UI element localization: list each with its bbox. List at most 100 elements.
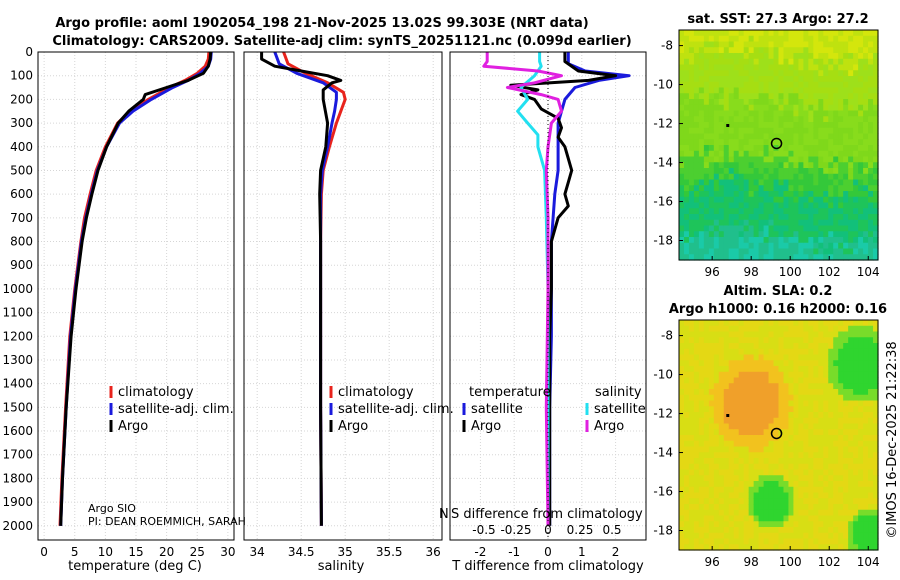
map-cell bbox=[848, 110, 854, 117]
map-cell bbox=[728, 532, 735, 540]
map-cell bbox=[683, 435, 690, 442]
map-cell bbox=[753, 521, 760, 528]
map-cell bbox=[718, 162, 725, 169]
map-cell bbox=[858, 417, 864, 425]
map-cell bbox=[773, 406, 780, 413]
temperature-legend: climatology satellite-adj. clim. Argo bbox=[109, 385, 234, 434]
map-cell bbox=[818, 527, 824, 534]
map-cell bbox=[803, 70, 809, 77]
map-cell bbox=[773, 475, 780, 482]
map-cell bbox=[753, 70, 760, 77]
map-cell bbox=[818, 47, 824, 54]
map-cell bbox=[793, 53, 799, 60]
sst-map-title: sat. SST: 27.3 Argo: 27.2 bbox=[687, 12, 868, 27]
map-cell bbox=[843, 348, 849, 356]
map-cell bbox=[713, 366, 720, 373]
map-cell bbox=[688, 544, 695, 551]
map-cell bbox=[753, 133, 760, 140]
map-cell bbox=[693, 162, 700, 169]
map-cell bbox=[843, 202, 849, 209]
map-cell bbox=[708, 412, 715, 419]
map-cell bbox=[773, 99, 780, 106]
map-cell bbox=[728, 30, 735, 37]
map-cell bbox=[698, 156, 705, 163]
map-cell bbox=[853, 76, 859, 83]
map-cell bbox=[783, 248, 790, 255]
map-cell bbox=[818, 254, 824, 261]
plot-frame bbox=[37, 51, 235, 541]
map-cell bbox=[843, 452, 849, 459]
map-cell bbox=[818, 139, 824, 146]
map-cell bbox=[718, 248, 725, 255]
legend-temp-satellite: satellite bbox=[471, 402, 523, 417]
map-cell bbox=[858, 242, 864, 250]
map-cell bbox=[733, 156, 740, 163]
map-cell bbox=[708, 70, 715, 77]
map-cell bbox=[748, 354, 755, 361]
map-cell bbox=[863, 475, 869, 482]
map-cell bbox=[783, 394, 790, 402]
map-cell bbox=[738, 191, 745, 198]
map-cell bbox=[743, 196, 750, 204]
map-cell bbox=[723, 162, 730, 169]
map-cell bbox=[803, 354, 809, 361]
map-cell bbox=[748, 150, 755, 158]
map-cell bbox=[863, 242, 869, 250]
map-cell bbox=[778, 481, 785, 488]
map-cell bbox=[793, 354, 799, 361]
map-cell bbox=[848, 429, 854, 436]
map-cell bbox=[748, 208, 755, 215]
map-cell bbox=[853, 254, 859, 261]
map-cell bbox=[723, 179, 730, 186]
map-cell bbox=[713, 475, 720, 482]
map-cell bbox=[683, 463, 690, 471]
map-cell bbox=[748, 406, 755, 413]
map-cell bbox=[733, 360, 740, 367]
map-cell bbox=[713, 214, 720, 221]
map-cell bbox=[693, 394, 700, 402]
map-cell bbox=[763, 254, 770, 261]
map-cell bbox=[683, 53, 690, 60]
map-cell bbox=[743, 458, 750, 465]
map-cell bbox=[758, 237, 765, 244]
map-cell bbox=[868, 538, 874, 545]
map-cell bbox=[693, 515, 700, 522]
map-cell bbox=[743, 544, 750, 551]
map-cell bbox=[783, 254, 790, 261]
map-cell bbox=[828, 150, 834, 158]
map-cell bbox=[763, 93, 770, 100]
map-cell bbox=[703, 348, 710, 356]
map-cell bbox=[763, 469, 770, 476]
map-y-tick: -8 bbox=[661, 39, 673, 53]
map-x-tick: 100 bbox=[779, 265, 802, 279]
map-cell bbox=[683, 348, 690, 356]
map-cell bbox=[723, 30, 730, 37]
map-cell bbox=[733, 544, 740, 551]
map-cell bbox=[713, 544, 720, 551]
map-cell bbox=[828, 389, 834, 396]
map-cell bbox=[868, 492, 874, 499]
map-cell bbox=[738, 377, 745, 384]
map-cell bbox=[733, 122, 740, 129]
map-cell bbox=[753, 481, 760, 488]
map-cell bbox=[698, 417, 705, 425]
map-cell bbox=[763, 504, 770, 511]
map-cell bbox=[873, 35, 879, 43]
map-cell bbox=[838, 168, 844, 175]
map-cell bbox=[818, 150, 824, 158]
map-cell bbox=[868, 377, 874, 384]
map-cell bbox=[788, 150, 795, 158]
map-cell bbox=[863, 406, 869, 413]
map-cell bbox=[778, 150, 785, 158]
map-cell bbox=[713, 538, 720, 545]
map-cell bbox=[848, 406, 854, 413]
map-cell bbox=[793, 110, 799, 117]
map-cell bbox=[868, 58, 874, 66]
map-cell bbox=[813, 179, 819, 186]
map-cell bbox=[728, 208, 735, 215]
map-cell bbox=[823, 35, 829, 43]
map-cell bbox=[748, 486, 755, 494]
map-cell bbox=[783, 492, 790, 499]
map-cell bbox=[778, 162, 785, 169]
map-cell bbox=[773, 208, 780, 215]
